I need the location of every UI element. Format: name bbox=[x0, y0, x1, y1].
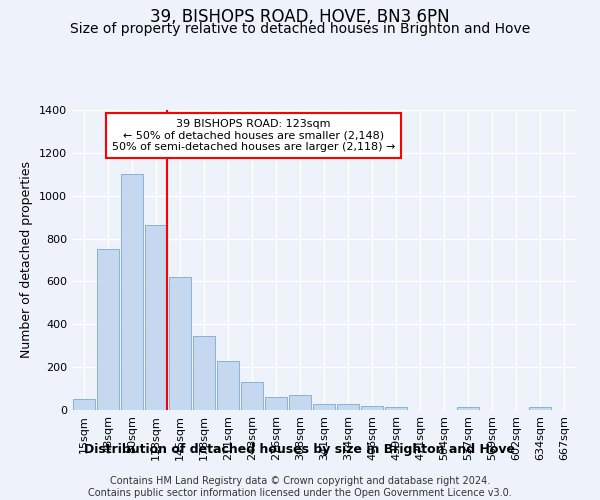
Bar bbox=[73, 400, 95, 410]
Bar bbox=[289, 394, 311, 410]
Bar bbox=[121, 174, 143, 410]
Bar bbox=[97, 250, 119, 410]
Bar bbox=[529, 408, 551, 410]
Text: Size of property relative to detached houses in Brighton and Hove: Size of property relative to detached ho… bbox=[70, 22, 530, 36]
Bar bbox=[361, 406, 383, 410]
Text: Contains public sector information licensed under the Open Government Licence v3: Contains public sector information licen… bbox=[88, 488, 512, 498]
Y-axis label: Number of detached properties: Number of detached properties bbox=[20, 162, 34, 358]
Bar bbox=[241, 382, 263, 410]
Bar bbox=[145, 224, 167, 410]
Bar bbox=[457, 408, 479, 410]
Text: Distribution of detached houses by size in Brighton and Hove: Distribution of detached houses by size … bbox=[85, 442, 515, 456]
Text: 39 BISHOPS ROAD: 123sqm
← 50% of detached houses are smaller (2,148)
50% of semi: 39 BISHOPS ROAD: 123sqm ← 50% of detache… bbox=[112, 119, 395, 152]
Bar bbox=[337, 404, 359, 410]
Bar bbox=[265, 396, 287, 410]
Bar bbox=[169, 277, 191, 410]
Text: Contains HM Land Registry data © Crown copyright and database right 2024.: Contains HM Land Registry data © Crown c… bbox=[110, 476, 490, 486]
Text: 39, BISHOPS ROAD, HOVE, BN3 6PN: 39, BISHOPS ROAD, HOVE, BN3 6PN bbox=[150, 8, 450, 26]
Bar bbox=[217, 361, 239, 410]
Bar bbox=[385, 407, 407, 410]
Bar bbox=[193, 336, 215, 410]
Bar bbox=[313, 404, 335, 410]
